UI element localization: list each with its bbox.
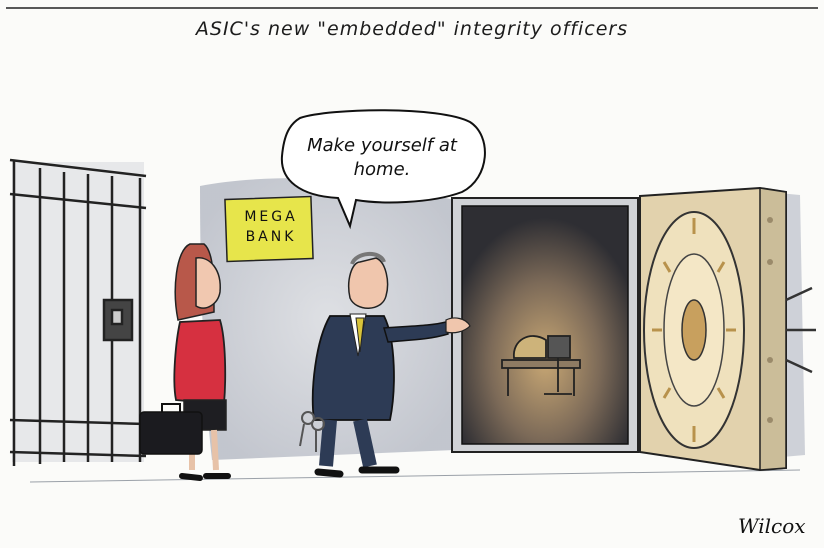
keys-icon — [299, 411, 325, 452]
sign-line-2: BANK — [245, 229, 297, 245]
vault-bolts — [767, 217, 773, 423]
vault-door-edge — [759, 187, 787, 471]
banker-figure — [299, 252, 471, 478]
jail-gate — [9, 158, 147, 466]
floor-line — [29, 469, 801, 483]
vault-handle — [785, 286, 816, 374]
artist-signature: Wilcox — [738, 514, 806, 538]
sign-line-1: MEGA — [244, 209, 298, 225]
desk — [501, 335, 581, 396]
speech-bubble-text: Make yourself at home. — [307, 135, 457, 180]
mega-bank-sign — [224, 195, 314, 263]
mega-bank-sign-text: MEGA BANK — [230, 207, 312, 247]
woman-figure — [139, 243, 231, 481]
briefcase — [139, 411, 203, 455]
vault-interior — [461, 205, 629, 445]
vault-hub — [681, 299, 707, 361]
speech-bubble — [280, 109, 486, 230]
cartoon-title: ASIC's new "embedded" integrity officers — [195, 18, 629, 40]
vault-dial-ticks — [652, 218, 736, 442]
